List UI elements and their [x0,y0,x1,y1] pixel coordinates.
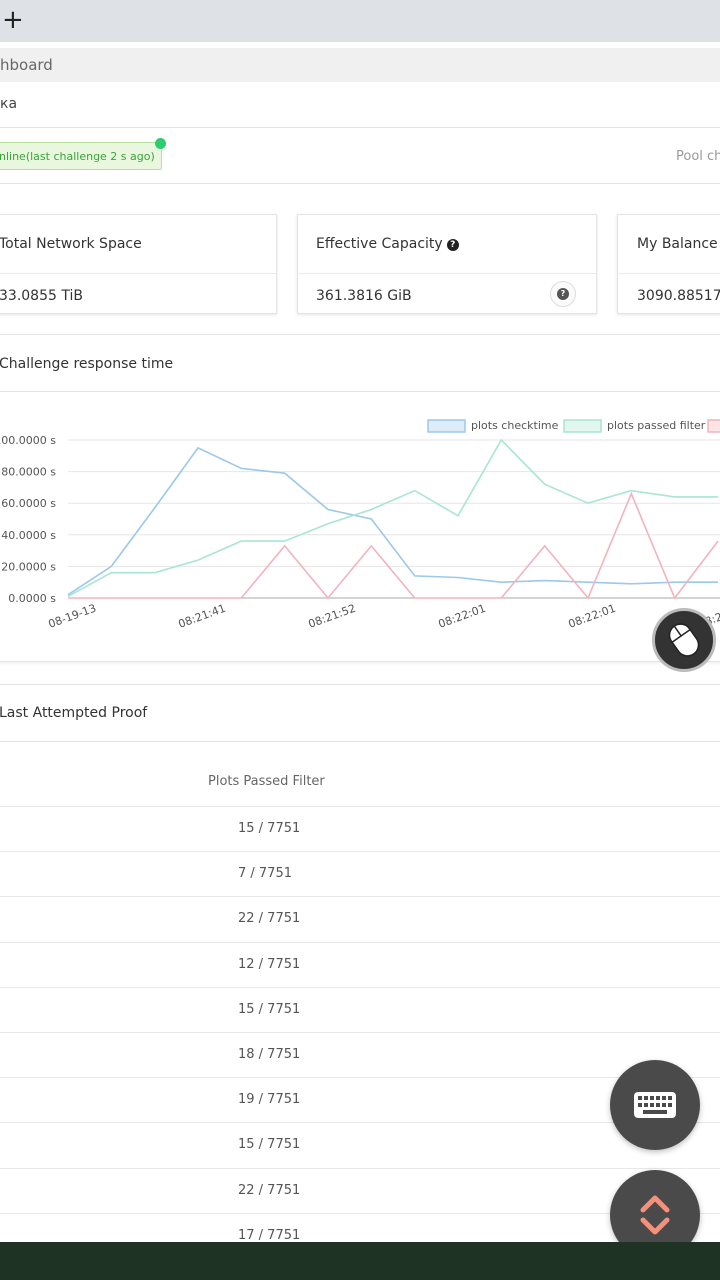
online-dot-icon [155,138,166,149]
card-title-text: Effective Capacity [316,236,443,252]
help-button[interactable]: ? [550,281,576,307]
status-text: nline(last challenge 2 s ago) [0,150,155,163]
cell-plots-passed-filter: 22 / 7751 [238,1182,301,1198]
card-title: Total Network Space [0,236,142,252]
table-row: 19 / 7751 [0,1077,720,1122]
pool-link[interactable]: Pool ch [676,149,720,164]
x-tick-label: 08:22:01 [567,602,618,631]
mouse-mode-button[interactable] [652,608,716,672]
series-line-1 [67,446,718,596]
table-row: 18 / 7751 [0,1032,720,1077]
card-total-network-space: Total Network Space 33.0855 TiB [0,214,277,314]
keyboard-button[interactable] [610,1060,700,1150]
cell-plots-passed-filter: 17 / 7751 [238,1227,301,1243]
cell-plots-passed-filter: 15 / 7751 [238,1137,301,1153]
card-effective-capacity: Effective Capacity? 361.3816 GiB ? [297,214,597,314]
x-tick-label: 08:22:01 [437,602,488,631]
table-row: 15 / 7751 [0,986,720,1032]
proof-panel: Last Attempted Proof [0,684,720,1280]
chevron-up-down-icon [640,1195,670,1235]
page-subtitle: ка [0,96,18,112]
divider [0,127,720,128]
card-header: Effective Capacity? [298,215,596,274]
table-row: 15 / 7751 [0,806,720,851]
cell-plots-passed-filter: 15 / 7751 [238,1001,301,1017]
legend-swatch [563,419,602,433]
breadcrumb-bar: hboard [0,48,720,82]
challenge-response-chart: 0.0000 s 20.0000 s 40.0000 s 60.0000 s 80.00… [0,419,720,631]
browser-toolbar: + [0,0,720,42]
question-circle-icon[interactable]: ? [446,239,459,251]
card-title: My Balance [637,236,718,252]
table-row: 12 / 7751 [0,941,720,987]
series-line-3 [68,491,719,600]
legend-label: plots checktime [471,419,559,432]
table-row: 7 / 7751 [0,851,720,896]
x-tick-label: 08:21:41 [177,602,228,631]
legend-swatch [707,419,720,433]
toolbar-separator [0,42,720,47]
card-value: 361.3816 GiB [316,288,412,304]
card-title: Effective Capacity? [316,236,459,252]
keyboard-icon [634,1092,676,1118]
cell-plots-passed-filter: 12 / 7751 [238,956,301,972]
card-value: 33.0855 TiB [0,288,83,304]
divider [0,741,720,742]
new-tab-icon[interactable]: + [2,5,24,35]
y-tick-label: 20.0000 s [1,560,56,573]
panel-title: Challenge response time [0,356,174,372]
y-tick-label: 100.0000 s [0,434,56,447]
x-tick-label: 08-19-13 [47,602,98,631]
breadcrumb[interactable]: hboard [0,56,53,74]
card-header: Total Network Space [0,215,276,274]
table-row: 22 / 7751 [0,896,720,941]
legend-label: plots passed filter [607,419,706,432]
cell-plots-passed-filter: 22 / 7751 [238,911,301,927]
legend-swatch [427,419,466,433]
table-row: 17 / 7751 [0,1212,720,1258]
divider [0,183,720,184]
column-header-plots-passed-filter[interactable]: Plots Passed Filter [208,774,325,789]
cell-plots-passed-filter: 7 / 7751 [238,866,292,882]
y-tick-label: 40.0000 s [1,529,56,542]
card-my-balance: My Balance 3090.885179 [617,214,720,314]
y-tick-label: 60.0000 s [1,497,56,510]
cell-plots-passed-filter: 19 / 7751 [238,1092,301,1108]
question-circle-icon: ? [557,288,569,300]
cell-plots-passed-filter: 18 / 7751 [238,1047,301,1062]
card-header: My Balance [618,215,720,274]
challenge-panel: Challenge response time [0,334,720,662]
y-tick-label: 80.0000 s [1,466,56,479]
y-tick-label: 0.0000 s [8,592,56,605]
mouse-icon [668,623,700,657]
status-badge: nline(last challenge 2 s ago) [0,138,166,170]
bottom-navigation-bar [0,1242,720,1280]
x-tick-label: 08:21:52 [307,602,358,631]
cell-plots-passed-filter: 15 / 7751 [238,821,301,836]
table-row: 22 / 7751 [0,1167,720,1213]
card-value: 3090.885179 [637,288,720,304]
series-line-2 [67,438,718,598]
table-row: 15 / 7751 [0,1122,720,1167]
divider [0,391,720,392]
panel-title: Last Attempted Proof [0,705,148,721]
